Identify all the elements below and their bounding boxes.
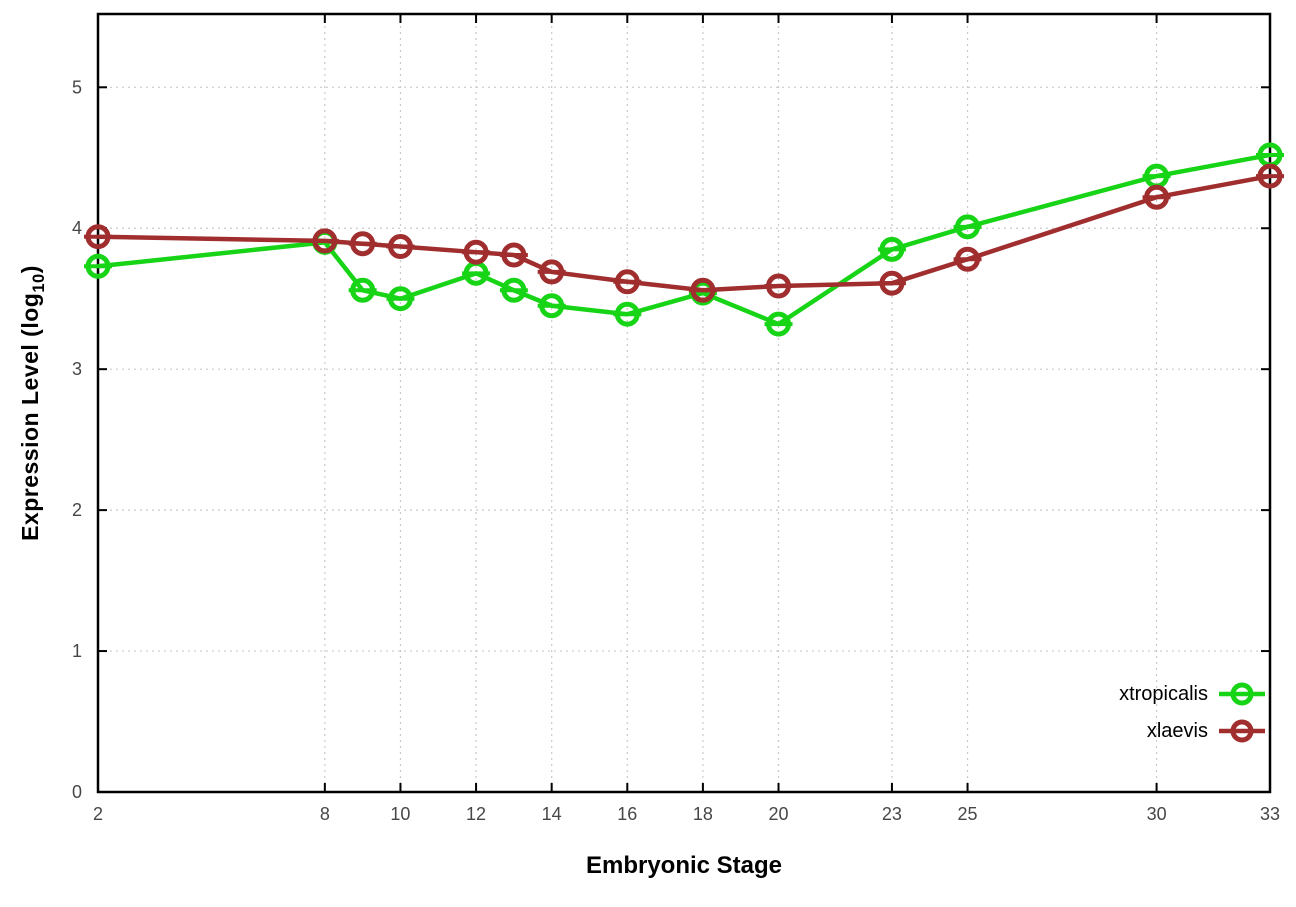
marker-xlaevis bbox=[766, 273, 792, 299]
marker-xlaevis bbox=[501, 242, 527, 268]
marker-xlaevis bbox=[690, 277, 716, 303]
x-tick-label: 2 bbox=[93, 804, 103, 824]
plot-border bbox=[96, 12, 1272, 794]
legend-swatch-xlaevis bbox=[1219, 719, 1265, 743]
marker-xlaevis bbox=[879, 270, 905, 296]
marker-xlaevis bbox=[955, 246, 981, 272]
y-tick-label: 5 bbox=[72, 77, 82, 97]
marker-xtropicalis bbox=[879, 236, 905, 262]
marker-xtropicalis bbox=[387, 286, 413, 312]
marker-xlaevis bbox=[387, 234, 413, 260]
marker-xlaevis bbox=[1144, 184, 1170, 210]
marker-xlaevis bbox=[312, 228, 338, 254]
y-axis-label-subscript: 10 bbox=[28, 273, 48, 293]
y-tick-label: 3 bbox=[72, 359, 82, 379]
x-tick-label: 10 bbox=[390, 804, 410, 824]
marker-xlaevis bbox=[614, 269, 640, 295]
x-tick-label: 16 bbox=[617, 804, 637, 824]
y-axis-label-main: Expression Level (log bbox=[17, 292, 44, 541]
marker-xlaevis bbox=[350, 231, 376, 257]
marker-xtropicalis bbox=[766, 311, 792, 337]
marker-xtropicalis bbox=[614, 301, 640, 327]
legend-swatch-xtropicalis bbox=[1219, 682, 1265, 706]
x-tick-label: 25 bbox=[958, 804, 978, 824]
marker-xlaevis bbox=[85, 224, 111, 250]
x-tick-label: 12 bbox=[466, 804, 486, 824]
legend-row-xtropicalis: xtropicalis bbox=[1119, 679, 1266, 709]
x-tick-label: 30 bbox=[1147, 804, 1167, 824]
marker-xtropicalis bbox=[955, 214, 981, 240]
x-tick-label: 33 bbox=[1260, 804, 1280, 824]
marker-xtropicalis bbox=[539, 293, 565, 319]
x-tick-label: 20 bbox=[769, 804, 789, 824]
legend: xtropicalis xlaevis bbox=[1119, 679, 1266, 746]
marker-xlaevis bbox=[539, 259, 565, 285]
marker-xlaevis bbox=[1257, 163, 1283, 189]
y-tick-label: 4 bbox=[72, 218, 82, 238]
x-tick-label: 8 bbox=[320, 804, 330, 824]
marker-xtropicalis bbox=[350, 277, 376, 303]
marker-xlaevis bbox=[463, 239, 489, 265]
x-tick-label: 14 bbox=[542, 804, 562, 824]
y-axis-label-end: ) bbox=[17, 265, 44, 274]
y-axis-label: Expression Level (log10) bbox=[17, 265, 49, 541]
y-tick-label: 0 bbox=[72, 782, 82, 802]
legend-label-xtropicalis: xtropicalis bbox=[1119, 683, 1208, 705]
x-axis-label: Embryonic Stage bbox=[585, 852, 783, 879]
legend-label-xlaevis: xlaevis bbox=[1146, 720, 1208, 742]
marker-xtropicalis bbox=[501, 277, 527, 303]
y-tick-label: 1 bbox=[72, 641, 82, 661]
marker-xtropicalis bbox=[85, 253, 111, 279]
x-tick-label: 18 bbox=[693, 804, 713, 824]
x-tick-label: 23 bbox=[882, 804, 902, 824]
y-tick-label: 2 bbox=[72, 500, 82, 520]
legend-row-xlaevis: xlaevis bbox=[1119, 716, 1266, 746]
